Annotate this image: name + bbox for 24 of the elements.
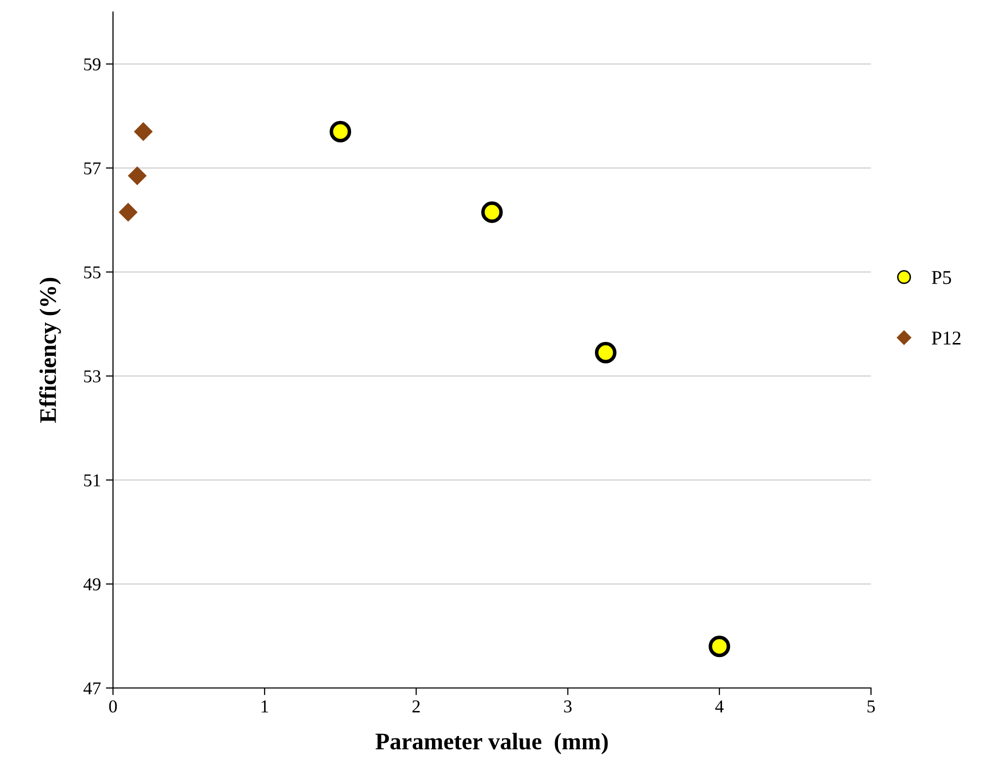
y-tick-label: 59	[84, 58, 100, 70]
y-tick-label: 57	[84, 162, 101, 174]
x-tick-label: 4	[715, 700, 724, 712]
point	[134, 122, 153, 141]
x-tick-label: 3	[564, 700, 572, 713]
x-tick-label: 0	[109, 700, 117, 713]
point	[481, 201, 503, 223]
x-tick-label: 5	[868, 700, 875, 713]
legend-label: P12	[932, 332, 960, 344]
point	[118, 202, 138, 222]
x-axis-title: Parameter value (mm)	[376, 732, 608, 754]
y-tick-label: 51	[84, 474, 100, 486]
y-tick-label: 53	[84, 370, 100, 382]
y-tick-label: 55	[84, 266, 100, 278]
legend-label: P5	[932, 271, 952, 284]
y-tick-label: 49	[83, 578, 100, 590]
x-tick-label: 1	[262, 700, 268, 712]
y-tick-label: 47	[83, 682, 101, 694]
point	[594, 342, 616, 364]
point	[128, 166, 147, 186]
x-tick-label: 2	[412, 700, 420, 712]
point	[708, 636, 730, 658]
y-axis-title: Efficiency (%)	[39, 278, 61, 423]
point	[330, 120, 352, 142]
